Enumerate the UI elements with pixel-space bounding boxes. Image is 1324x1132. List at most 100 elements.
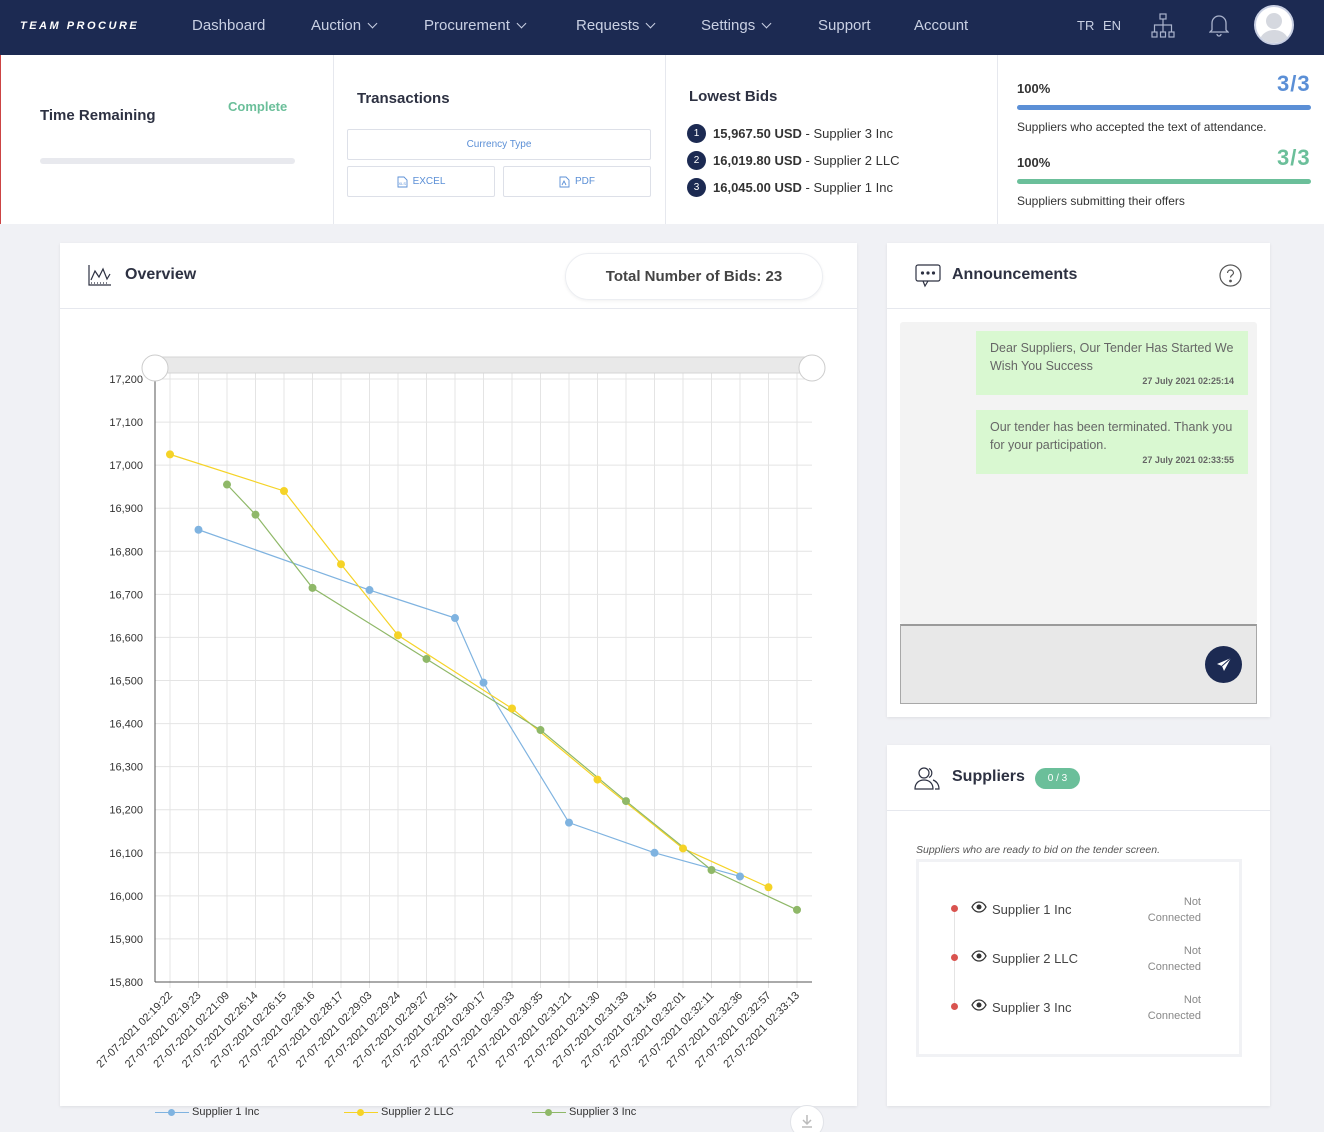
status-line: Not — [1183, 896, 1201, 908]
data-point — [508, 704, 516, 713]
legend-supplier-2[interactable]: Supplier 2 LLC — [344, 1106, 454, 1118]
supplier-row: Supplier 1 Inc Not Connected — [919, 891, 1239, 931]
data-point — [194, 525, 203, 534]
data-point — [280, 486, 288, 495]
line-chart-icon — [88, 264, 112, 291]
series-line — [198, 529, 741, 878]
legend-label: Supplier 1 Inc — [192, 1106, 260, 1118]
y-tick-label: 17,100 — [109, 417, 143, 429]
help-icon[interactable] — [1219, 264, 1242, 292]
y-tick-label: 16,200 — [109, 805, 143, 817]
y-tick-label: 16,300 — [109, 762, 143, 774]
y-tick-label: 16,700 — [109, 589, 143, 601]
y-tick-label: 16,900 — [109, 503, 143, 515]
data-point — [365, 586, 374, 595]
bid-rank: 1 — [687, 124, 706, 143]
total-bids-badge: Total Number of Bids: 23 — [565, 253, 823, 300]
suppliers-title: Suppliers — [952, 768, 1025, 785]
send-button[interactable] — [1205, 646, 1242, 683]
send-icon — [1216, 657, 1231, 671]
lang-tr[interactable]: TR — [1077, 18, 1095, 33]
nav-settings-label: Settings — [701, 17, 756, 34]
lang-en[interactable]: EN — [1103, 18, 1122, 33]
app-logo[interactable]: TEAM PROCURE — [20, 20, 140, 32]
announcements-panel: Announcements Dear Suppliers, Our Tender… — [887, 243, 1270, 717]
data-point — [223, 480, 231, 489]
eye-icon[interactable] — [971, 949, 987, 968]
transactions-card: Transactions Currency Type XLS EXCEL PDF — [334, 55, 666, 224]
data-point — [593, 775, 602, 784]
y-tick-label: 17,200 — [109, 374, 143, 386]
submitting-progress-bar — [1017, 179, 1311, 184]
chat-bubble-icon — [915, 263, 941, 294]
legend-label: Supplier 2 LLC — [381, 1106, 454, 1118]
sitemap-icon[interactable] — [1151, 13, 1175, 44]
supplier-name: Supplier 3 Inc — [992, 1000, 1072, 1015]
overview-title: Overview — [125, 266, 197, 283]
status-line: Connected — [1147, 961, 1201, 973]
status-line: Not — [1183, 945, 1201, 957]
message-text: Our tender has been terminated. Thank yo… — [990, 420, 1233, 452]
supplier-row: Supplier 3 Inc Not Connected — [919, 989, 1239, 1029]
currency-type-button[interactable]: Currency Type — [347, 129, 651, 160]
supplier-row: Supplier 2 LLC Not Connected — [919, 940, 1239, 980]
users-icon — [914, 765, 940, 796]
announcement-input[interactable] — [900, 624, 1257, 704]
legend-supplier-3[interactable]: Supplier 3 Inc — [532, 1106, 636, 1118]
announcement-messages: Dear Suppliers, Our Tender Has Started W… — [900, 322, 1257, 624]
legend-label: Supplier 3 Inc — [569, 1106, 637, 1118]
y-tick-label: 16,400 — [109, 719, 143, 731]
nav-auction[interactable]: Auction — [311, 17, 378, 34]
status-dot — [951, 905, 958, 912]
suppliers-note: Suppliers who are ready to bid on the te… — [916, 844, 1160, 856]
nav-procurement[interactable]: Procurement — [424, 17, 527, 34]
y-tick-label: 16,000 — [109, 891, 143, 903]
lowest-bid-row: 1 15,967.50 USD - Supplier 3 Inc — [687, 124, 893, 143]
bid-supplier: - Supplier 2 LLC — [801, 153, 900, 168]
top-navbar: TEAM PROCURE Dashboard Auction Procureme… — [0, 0, 1324, 55]
nav-requests[interactable]: Requests — [576, 17, 656, 34]
nav-support-label: Support — [818, 17, 871, 34]
download-chart-button[interactable] — [790, 1105, 824, 1132]
status-dot — [951, 954, 958, 961]
nav-account-label: Account — [914, 17, 969, 34]
pdf-button[interactable]: PDF — [503, 166, 651, 197]
user-avatar-icon[interactable] — [1254, 5, 1294, 45]
lowest-bids-title: Lowest Bids — [689, 88, 778, 105]
accepted-caption: Suppliers who accepted the text of atten… — [1017, 120, 1267, 134]
datazoom-slider — [154, 356, 813, 374]
status-complete: Complete — [228, 99, 288, 114]
bell-icon[interactable] — [1208, 13, 1230, 42]
supplier-status: Not Connected — [1119, 992, 1201, 1024]
y-tick-label: 16,800 — [109, 546, 143, 558]
time-remaining-card: Time Remaining Complete — [1, 55, 334, 224]
bid-supplier: - Supplier 1 Inc — [801, 180, 893, 195]
overview-panel: Overview Total Number of Bids: 23 15,800… — [60, 243, 857, 1106]
excel-file-icon: XLS — [397, 176, 408, 187]
nav-account[interactable]: Account — [914, 17, 968, 34]
lowest-bid-row: 3 16,045.00 USD - Supplier 1 Inc — [687, 178, 893, 197]
data-point — [337, 560, 345, 569]
nav-dashboard[interactable]: Dashboard — [192, 17, 265, 34]
data-point — [565, 818, 573, 827]
time-remaining-title: Time Remaining — [40, 107, 156, 124]
excel-button[interactable]: XLS EXCEL — [347, 166, 495, 197]
eye-icon[interactable] — [971, 900, 987, 919]
announcement-message: Our tender has been terminated. Thank yo… — [976, 410, 1248, 474]
accepted-percent: 100% — [1017, 81, 1051, 96]
legend-supplier-1[interactable]: Supplier 1 Inc — [155, 1106, 259, 1118]
chevron-down-icon — [516, 18, 527, 29]
nav-dashboard-label: Dashboard — [192, 17, 266, 34]
nav-support[interactable]: Support — [818, 17, 871, 34]
data-point — [736, 872, 744, 881]
bid-amount: 16,019.80 USD — [713, 153, 802, 168]
eye-icon[interactable] — [971, 998, 987, 1017]
data-point — [707, 866, 716, 875]
supplier-status: Not Connected — [1119, 943, 1201, 975]
bid-rank: 3 — [687, 178, 706, 197]
attendance-card: 100% 3/3 Suppliers who accepted the text… — [998, 55, 1324, 224]
stats-strip: Time Remaining Complete Transactions Cur… — [0, 55, 1324, 224]
nav-requests-label: Requests — [576, 17, 640, 34]
nav-settings[interactable]: Settings — [701, 17, 772, 34]
message-text: Dear Suppliers, Our Tender Has Started W… — [990, 341, 1234, 373]
